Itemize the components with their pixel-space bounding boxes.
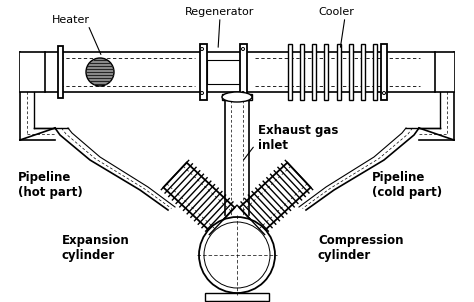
- Bar: [312, 44, 316, 100]
- Circle shape: [241, 92, 245, 95]
- Text: Expansion
cylinder: Expansion cylinder: [62, 234, 130, 262]
- Bar: [240, 44, 247, 100]
- Bar: [45, 52, 435, 92]
- Circle shape: [241, 47, 245, 50]
- Polygon shape: [164, 162, 235, 233]
- Bar: [381, 44, 387, 100]
- Bar: [337, 44, 341, 100]
- Bar: [205, 293, 269, 301]
- Text: Compression
cylinder: Compression cylinder: [318, 234, 403, 262]
- Circle shape: [201, 47, 203, 50]
- Text: Exhaust gas
inlet: Exhaust gas inlet: [258, 124, 338, 152]
- Bar: [58, 46, 63, 98]
- Text: Regenerator: Regenerator: [185, 7, 255, 17]
- Bar: [324, 44, 328, 100]
- Bar: [200, 44, 207, 100]
- Bar: [288, 44, 292, 100]
- Bar: [209, 301, 265, 302]
- Bar: [222, 94, 252, 100]
- Bar: [361, 44, 365, 100]
- Bar: [207, 60, 240, 84]
- Polygon shape: [239, 162, 310, 233]
- Text: Cooler: Cooler: [318, 7, 354, 17]
- Bar: [349, 44, 353, 100]
- Bar: [300, 44, 304, 100]
- Circle shape: [383, 92, 385, 95]
- Text: Pipeline
(hot part): Pipeline (hot part): [18, 171, 83, 199]
- Bar: [440, 52, 454, 92]
- Text: Heater: Heater: [52, 15, 90, 25]
- Bar: [373, 44, 377, 100]
- Circle shape: [86, 58, 114, 86]
- Ellipse shape: [222, 92, 252, 102]
- Circle shape: [201, 92, 203, 95]
- Text: Pipeline
(cold part): Pipeline (cold part): [372, 171, 442, 199]
- Circle shape: [199, 217, 275, 293]
- Bar: [20, 52, 34, 92]
- Circle shape: [204, 222, 270, 288]
